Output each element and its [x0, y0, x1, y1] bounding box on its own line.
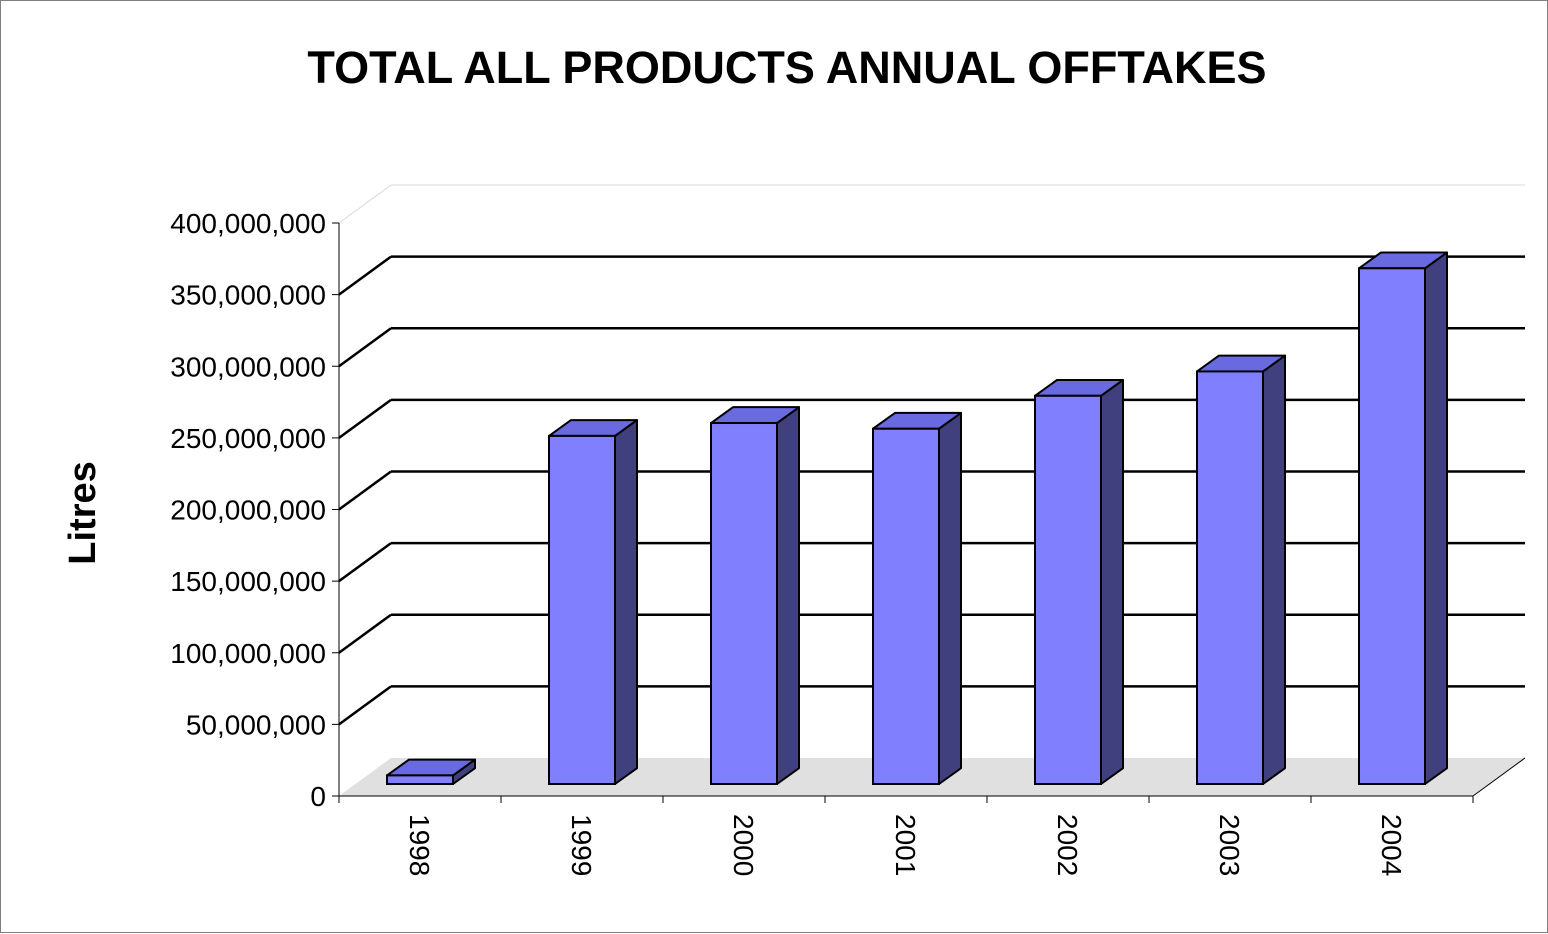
- chart-title: TOTAL ALL PRODUCTS ANNUAL OFFTAKES: [307, 42, 1266, 93]
- gridline-side: [338, 184, 392, 224]
- y-tick-label: 0: [310, 781, 326, 812]
- bar-1999: [548, 434, 616, 785]
- y-tick-label: 200,000,000: [170, 495, 326, 526]
- gridline-side: [338, 255, 392, 296]
- x-tick-label: 2003: [1214, 814, 1245, 876]
- bar-side: [1100, 378, 1124, 785]
- y-tick-label: 250,000,000: [170, 423, 326, 454]
- gridline-side: [338, 613, 392, 654]
- x-tick-label: 1998: [404, 814, 435, 876]
- floor-edge: [1472, 757, 1526, 797]
- bar-2002: [1034, 394, 1102, 785]
- gridline-side: [338, 327, 392, 368]
- x-tick-label: 2004: [1376, 814, 1407, 876]
- gridline-side: [338, 470, 392, 511]
- y-tick-label: 100,000,000: [170, 638, 326, 669]
- bar-2004: [1358, 267, 1426, 785]
- y-tick-label: 300,000,000: [170, 351, 326, 382]
- bar-side: [776, 406, 800, 785]
- y-tick-label: 50,000,000: [186, 709, 326, 740]
- gridline-side: [338, 685, 392, 726]
- bar-side: [938, 411, 962, 785]
- y-tick-label: 400,000,000: [170, 208, 326, 239]
- bar-side: [614, 419, 638, 785]
- y-axis-label: Litres: [62, 461, 104, 564]
- bar-side: [1262, 354, 1286, 785]
- x-tick-label: 2002: [1052, 814, 1083, 876]
- x-tick-labels: 1998 1999 2000 2001 2002 2003 2004: [404, 814, 1407, 876]
- gridline-side: [338, 398, 392, 439]
- gridline-side: [338, 542, 392, 583]
- bar-2003: [1196, 370, 1264, 785]
- y-tick-labels: 0 50,000,000 100,000,000 150,000,000 200,000…: [170, 208, 326, 812]
- y-tick-label: 150,000,000: [170, 566, 326, 597]
- axes: [332, 222, 1474, 803]
- x-tick-label: 2000: [728, 814, 759, 876]
- bars: [386, 251, 1448, 786]
- bar-2000: [710, 422, 778, 785]
- bar-2001: [872, 427, 940, 785]
- bar-side: [1424, 251, 1448, 785]
- bar-1998: [386, 774, 454, 786]
- y-tick-label: 350,000,000: [170, 280, 326, 311]
- x-tick-label: 2001: [890, 814, 921, 876]
- x-tick-label: 1999: [566, 814, 597, 876]
